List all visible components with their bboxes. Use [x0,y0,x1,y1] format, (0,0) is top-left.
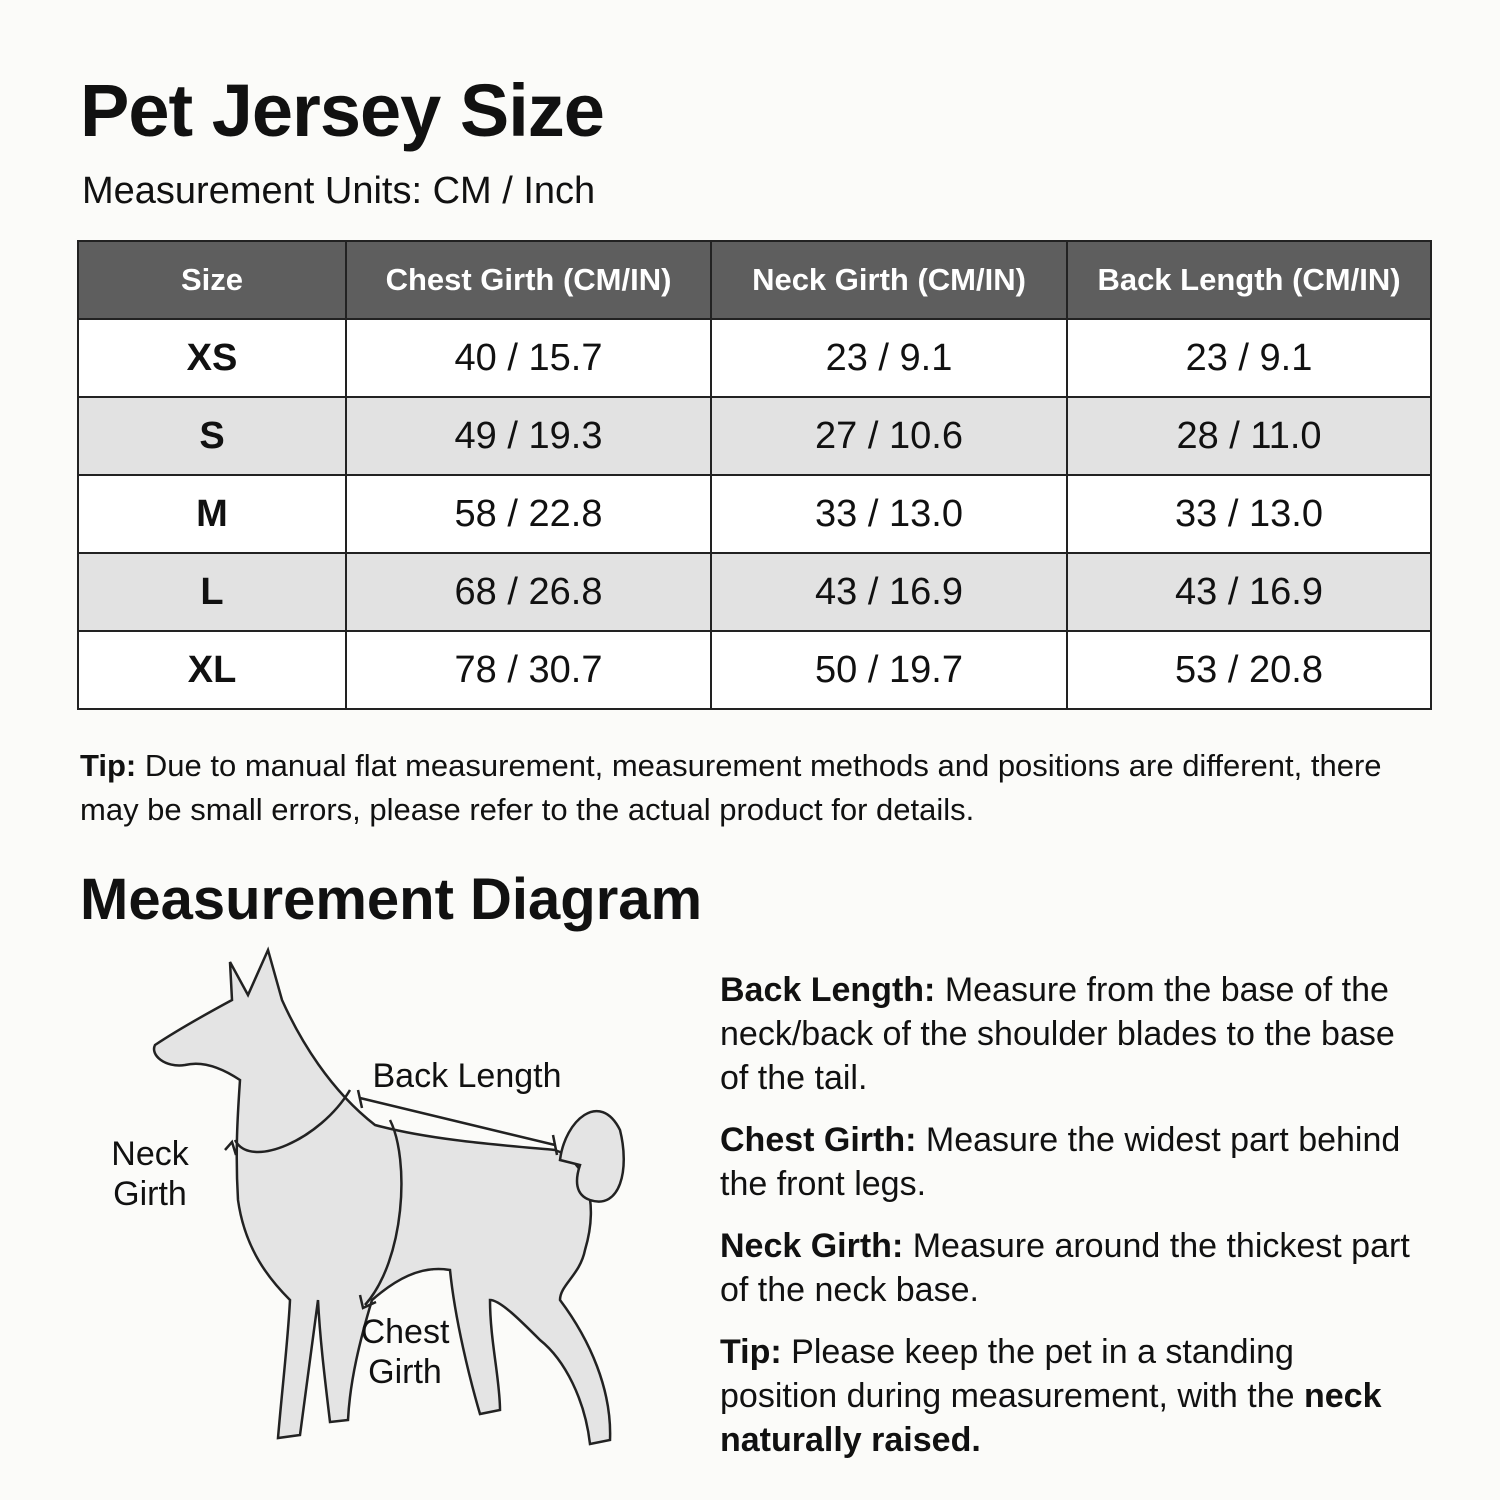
size-cell: L [77,552,347,632]
instruction-text: Measure the widest part behind the front… [720,1121,1401,1203]
neck-girth-label: Neck Girth [111,1135,189,1213]
instruction: Neck Girth: Measure around the thickest … [720,1224,1420,1312]
measure-cell: 43 / 16.9 [710,552,1068,632]
dog-diagram [152,946,625,1446]
measure-cell: 23 / 9.1 [1066,318,1432,398]
size-cell: XL [77,630,347,710]
measure-cell: 27 / 10.6 [710,396,1068,476]
back-length-label: Back Length [372,1057,562,1095]
table-row: S 49 / 19.3 27 / 10.6 28 / 11.0 [77,396,1432,476]
table-row: XS 40 / 15.7 23 / 9.1 23 / 9.1 [77,318,1432,398]
instruction-text: Measure around the thickest part of the … [720,1227,1410,1309]
chest-girth-label: Chest Girth [360,1313,450,1391]
column-header: Back Length (CM/IN) [1066,240,1432,320]
table-row: M 58 / 22.8 33 / 13.0 33 / 13.0 [77,474,1432,554]
instruction-text: Please keep the pet in a standing positi… [720,1333,1295,1415]
measure-cell: 40 / 15.7 [345,318,712,398]
measure-cell: 33 / 13.0 [1066,474,1432,554]
measure-cell: 43 / 16.9 [1066,552,1432,632]
measure-cell: 50 / 19.7 [710,630,1068,710]
instruction: Tip: Please keep the pet in a standing p… [720,1330,1420,1462]
instructions: Back Length: Measure from the base of th… [720,968,1420,1480]
tip: Tip: Due to manual flat measurement, mea… [80,744,1440,832]
instruction-label: Back Length: [720,971,936,1009]
measure-cell: 78 / 30.7 [345,630,712,710]
measure-cell: 68 / 26.8 [345,552,712,632]
instruction-label: Chest Girth: [720,1121,917,1159]
size-cell: S [77,396,347,476]
tip-text: Due to manual flat measurement, measurem… [80,748,1382,827]
tail [558,1109,625,1203]
instruction-text: Measure from the base of the neck/back o… [720,971,1395,1097]
back-length-line [356,1089,559,1156]
diagram-title: Measurement Diagram [80,867,703,932]
measure-cell: 23 / 9.1 [710,318,1068,398]
subtitle: Measurement Units: CM / Inch [82,170,596,212]
size-cell: M [77,474,347,554]
column-header: Neck Girth (CM/IN) [710,240,1068,320]
size-table: Size Chest Girth (CM/IN) Neck Girth (CM/IN… [77,240,1432,710]
table-row: XL 78 / 30.7 50 / 19.7 53 / 20.8 [77,630,1432,710]
measure-cell: 33 / 13.0 [710,474,1068,554]
neck-girth-line [224,1089,352,1156]
column-header: Size [77,240,347,320]
chest-girth-line [358,1119,403,1310]
measure-cell: 58 / 22.8 [345,474,712,554]
page-title: Pet Jersey Size [80,69,605,152]
measure-cell: 53 / 20.8 [1066,630,1432,710]
size-cell: XS [77,318,347,398]
measure-cell: 49 / 19.3 [345,396,712,476]
column-header: Chest Girth (CM/IN) [345,240,712,320]
header-row: Size Chest Girth (CM/IN) Neck Girth (CM/IN… [77,240,1432,320]
measure-cell: 28 / 11.0 [1066,396,1432,476]
tip-label: Tip: [80,748,137,783]
instruction: Chest Girth: Measure the widest part beh… [720,1118,1420,1206]
table-body: XS 40 / 15.7 23 / 9.1 23 / 9.1 S 49 / 19.3 27 … [77,318,1432,710]
instruction-label: Neck Girth: [720,1227,904,1265]
table-row: L 68 / 26.8 43 / 16.9 43 / 16.9 [77,552,1432,632]
instruction-emphasis: neck naturally raised. [720,1377,1382,1459]
instruction-label: Tip: [720,1333,782,1371]
instruction: Back Length: Measure from the base of th… [720,968,1420,1100]
